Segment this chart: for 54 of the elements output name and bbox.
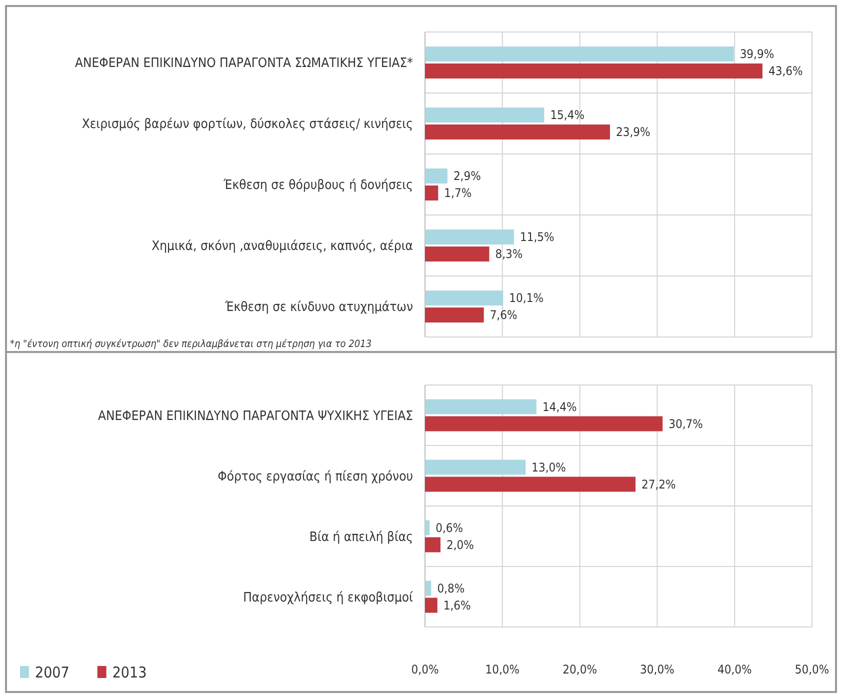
x-tick-label: 10,0% <box>485 662 520 677</box>
data-label: 39,9% <box>740 47 774 62</box>
text: *η "έντονη οπτική συγκέντρωση" δεν περιλαμβάνεται στη μέτρηση για το 2013 <box>10 339 372 350</box>
x-tick-label: 30,0% <box>640 662 674 677</box>
bar <box>425 476 636 492</box>
data-label: 13,0% <box>532 460 566 474</box>
y-tick-label: Έκθεση σε κίνδυνο ατυχημάτων <box>224 300 413 316</box>
bar <box>425 290 504 306</box>
data-label: 2,0% <box>446 538 474 552</box>
data-label: 14,4% <box>542 400 577 414</box>
data-label: 43,6% <box>768 64 803 78</box>
bar <box>425 108 544 122</box>
data-label: 7,6% <box>490 308 518 322</box>
bar <box>425 246 490 262</box>
data-label: 27,2% <box>642 477 676 492</box>
y-tick-label: Έκθεση σε θόρυβους ή δονήσεις <box>222 178 413 194</box>
data-label: 0,6% <box>436 520 464 535</box>
legend-label: 2013 <box>112 663 147 682</box>
bar <box>425 64 762 78</box>
bar <box>425 186 438 200</box>
data-label: 2,9% <box>453 169 481 184</box>
bar <box>425 520 430 536</box>
y-tick-label: Χημικά, σκόνη ,αναθυμιάσεις, καπνός, αέρια <box>152 239 414 254</box>
x-tick-label: 50,0% <box>794 662 830 677</box>
x-tick-label: 40,0% <box>717 662 752 677</box>
data-label: 1,7% <box>444 186 472 200</box>
bar <box>425 46 734 62</box>
bar <box>425 308 484 322</box>
y-tick-label: Χειρισμός βαρέων φορτίων, δύσκολες στάσεις/ κινήσεις <box>82 117 413 132</box>
legend-label: 2007 <box>35 663 70 682</box>
data-label: 8,3% <box>495 247 523 262</box>
data-label: 0,8% <box>437 581 465 596</box>
y-tick-label: ΑΝΕΦΕΡΑΝ ΕΠΙΚΙΝΔΥΝΟ ΠΑΡΑΓΟΝΤΑ ΨΥΧΙΚΗΣ ΥΓΕΙΑΣ <box>98 408 413 424</box>
bar <box>425 124 610 140</box>
bar <box>425 168 448 184</box>
data-label: 1,6% <box>443 598 471 612</box>
bar <box>425 399 536 414</box>
bar <box>425 416 663 432</box>
y-tick-label: Βία ή απειλή βίας <box>309 530 413 545</box>
y-tick-label: Παρενοχλήσεις ή εκφοβισμοί <box>243 590 414 606</box>
x-tick-label: 0,0% <box>411 662 439 677</box>
data-label: 10,1% <box>509 291 544 306</box>
y-tick-label: Φόρτος εργασίας ή πίεση χρόνου <box>218 469 414 484</box>
bar <box>425 598 438 613</box>
bar <box>425 460 526 475</box>
x-tick-label: 20,0% <box>562 662 597 677</box>
y-tick-label: ΑΝΕΦΕΡΑΝ ΕΠΙΚΙΝΔΥΝΟ ΠΑΡΑΓΟΝΤΑ ΣΩΜΑΤΙΚΗΣ ΥΓΕΙΑΣ* <box>75 56 414 72</box>
data-label: 23,9% <box>616 125 650 140</box>
bar <box>425 580 432 596</box>
data-label: 11,5% <box>520 230 554 244</box>
bar <box>425 230 514 244</box>
bar <box>425 537 440 552</box>
data-label: 15,4% <box>550 108 584 122</box>
data-label: 30,7% <box>668 416 703 431</box>
